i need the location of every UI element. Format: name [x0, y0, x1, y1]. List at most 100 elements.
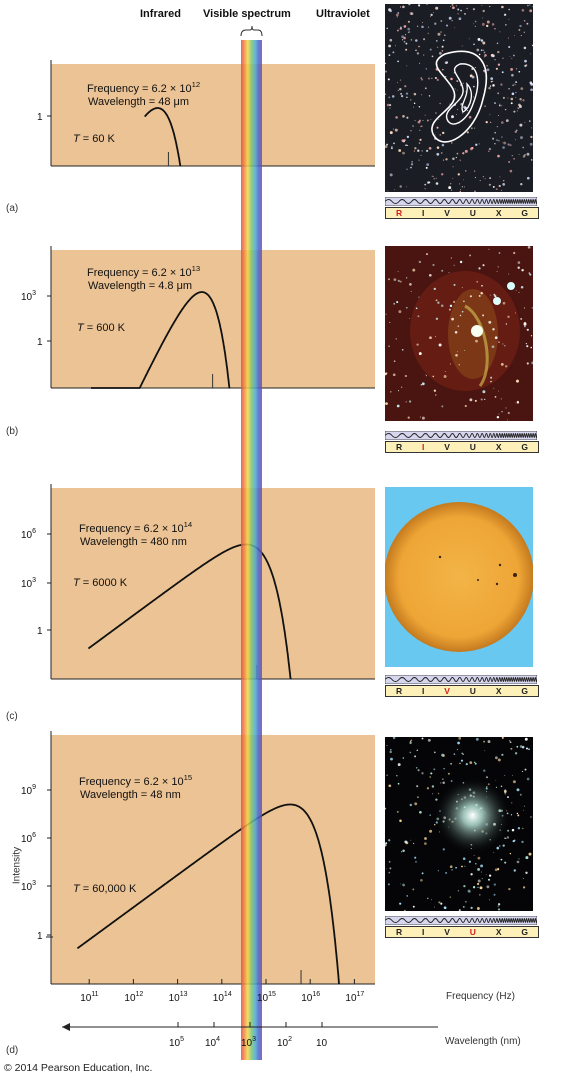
- filter-letter-x: X: [495, 686, 502, 696]
- photo-visible-sun: [385, 487, 533, 667]
- filter-letter-g: G: [521, 442, 529, 452]
- wavelength-arrow: [62, 1023, 70, 1031]
- freq-tick-label: 1016: [301, 991, 320, 1004]
- filter-letter-r: R: [395, 208, 403, 218]
- plot-area: [51, 250, 375, 388]
- frequency-annotation: Frequency = 6.2 × 1015: [79, 773, 192, 788]
- filter-letter-v: V: [444, 686, 450, 696]
- filter-letter-i: I: [421, 686, 425, 696]
- photo-infrared-nebula: [385, 246, 533, 421]
- wavelength-annotation: Wavelength = 48 nm: [80, 789, 181, 801]
- filter-letter-i: I: [421, 442, 425, 452]
- filter-letter-v: V: [444, 927, 450, 937]
- copyright-text: © 2014 Pearson Education, Inc.: [4, 1062, 153, 1074]
- filter-letter-u: U: [469, 208, 476, 218]
- filter-letter-u: U: [469, 927, 476, 937]
- temperature-label: T = 60 K: [73, 133, 116, 145]
- nebula-image: [385, 246, 533, 421]
- blackbody-curve: [76, 803, 340, 985]
- blackbody-curve: [91, 291, 231, 389]
- temperature-label: T = 60,000 K: [73, 883, 137, 895]
- wavelength-wave-icon: [385, 431, 537, 440]
- wavelength-tick-label: 105: [169, 1036, 184, 1049]
- star-cluster-image: [385, 737, 533, 911]
- filter-letter-x: X: [495, 442, 502, 452]
- wavelength-tick-label: 102: [277, 1036, 292, 1049]
- filter-letter-i: I: [421, 208, 425, 218]
- header-ultraviolet: Ultraviolet: [316, 8, 370, 20]
- freq-tick-label: 1015: [257, 991, 276, 1004]
- wavelength-tick-label: 104: [205, 1036, 220, 1049]
- panel-3: 106 103 1 Frequency = 6.2 × 1014Wavelength …: [21, 484, 375, 680]
- frequency-annotation: Frequency = 6.2 × 1013: [87, 264, 200, 279]
- temperature-label: T = 600 K: [77, 322, 126, 334]
- panel-4: 109 106 103 1 Frequency = 6.2 × 1015Waveleng…: [21, 731, 375, 985]
- y-tick-label: 1: [37, 112, 43, 123]
- filter-letter-x: X: [495, 927, 502, 937]
- wavelength-wave-icon: [385, 675, 537, 684]
- temperature-label: T = 6000 K: [73, 577, 128, 589]
- freq-tick-label: 1017: [345, 991, 364, 1004]
- filter-letter-r: R: [395, 686, 403, 696]
- wavelength-tick-label: 103: [241, 1036, 256, 1049]
- freq-tick-label: 1014: [213, 991, 232, 1004]
- y-tick-label: 106: [21, 832, 36, 845]
- blackbody-curve: [143, 107, 182, 167]
- freq-tick-label: 1013: [169, 991, 188, 1004]
- filter-letter-u: U: [469, 686, 476, 696]
- photo-infrared-cloud: [385, 4, 533, 192]
- frequency-annotation: Frequency = 6.2 × 1012: [87, 80, 200, 95]
- freq-tick-label: 1012: [124, 991, 143, 1004]
- panel-label: (d): [6, 1045, 19, 1056]
- wavelength-annotation: Wavelength = 480 nm: [80, 536, 187, 548]
- wavelength-tick-label: 10: [316, 1038, 328, 1049]
- sun-image: [385, 487, 533, 667]
- plot-area: [51, 64, 375, 166]
- filter-letter-g: G: [521, 927, 529, 937]
- visible-spectrum-brace: [240, 25, 263, 37]
- filter-letter-i: I: [421, 927, 425, 937]
- filter-letter-g: G: [521, 686, 529, 696]
- frequency-annotation: Frequency = 6.2 × 1014: [79, 520, 193, 535]
- header-visible-spectrum: Visible spectrum: [203, 8, 291, 20]
- y-tick-label: 1: [37, 337, 43, 348]
- ylabel-intensity: Intensity: [11, 846, 23, 885]
- xlabel-wavelength: Wavelength (nm): [445, 1036, 521, 1047]
- star-field-image: [385, 4, 533, 192]
- plot-area: [51, 488, 375, 679]
- y-tick-label: 106: [21, 528, 36, 541]
- y-tick-label: 103: [21, 290, 36, 303]
- filter-letter-r: R: [395, 442, 403, 452]
- panel-label: (b): [6, 426, 19, 437]
- filter-letter-g: G: [521, 208, 529, 218]
- y-tick-label: 103: [21, 880, 36, 893]
- plot-area: [51, 735, 375, 984]
- wavelength-annotation: Wavelength = 4.8 μm: [88, 280, 192, 292]
- y-tick-label: 1: [37, 931, 43, 942]
- y-tick-label: 109: [21, 784, 36, 797]
- photo-ultraviolet-cluster: [385, 737, 533, 911]
- panel-label: (a): [6, 203, 19, 214]
- xlabel-frequency: Frequency (Hz): [446, 991, 515, 1002]
- y-tick-label: 103: [21, 577, 36, 590]
- freq-tick-label: 1011: [80, 991, 98, 1004]
- filter-letter-r: R: [395, 927, 403, 937]
- filter-letter-u: U: [469, 442, 476, 452]
- wavelength-annotation: Wavelength = 48 μm: [88, 96, 189, 108]
- wavelength-wave-icon: [385, 197, 537, 206]
- wavelength-wave-icon: [385, 916, 537, 925]
- y-tick-label: 1: [37, 626, 43, 637]
- visible-spectrum-band: [241, 40, 262, 1060]
- header-infrared: Infrared: [140, 8, 181, 20]
- panel-label: (c): [6, 711, 18, 722]
- filter-letter-v: V: [444, 442, 450, 452]
- filter-letter-x: X: [495, 208, 502, 218]
- filter-letter-v: V: [444, 208, 450, 218]
